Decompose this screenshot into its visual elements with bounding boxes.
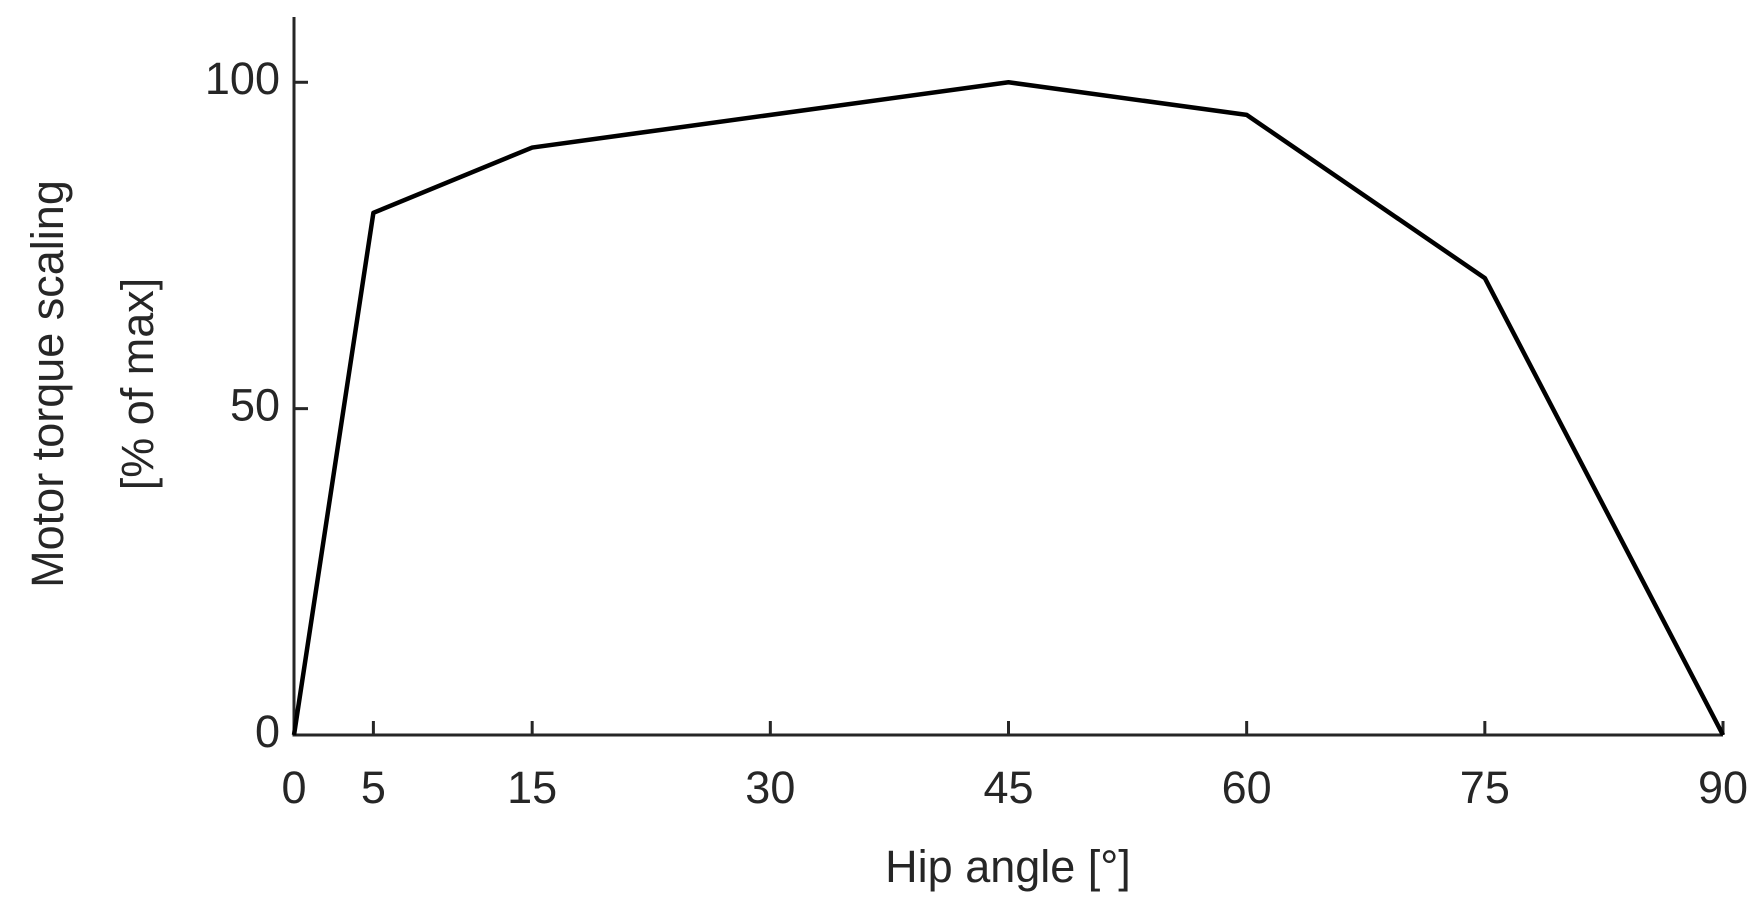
x-axis-label: Hip angle [°] [885,841,1131,892]
data-line [291,80,1725,737]
x-tick-label: 5 [361,762,386,813]
x-tick-label: 15 [507,762,557,813]
x-tick-label: 0 [281,762,306,813]
x-tick-label: 45 [983,762,1033,813]
y-tick-label: 0 [255,706,280,757]
y-axis-label: Motor torque scaling [22,180,73,588]
y-tick-label: 50 [230,380,280,431]
y-axis-label: [% of max] [112,278,163,491]
x-tick-label: 60 [1222,762,1272,813]
y-tick-label: 100 [205,53,280,104]
axis-lines [292,17,1723,737]
x-tick-label: 90 [1698,762,1748,813]
x-tick-label: 30 [745,762,795,813]
x-tick-label: 75 [1460,762,1510,813]
